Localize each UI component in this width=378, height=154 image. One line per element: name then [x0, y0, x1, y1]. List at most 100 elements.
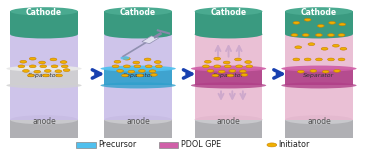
Text: PDOL GPE: PDOL GPE: [181, 140, 222, 149]
Circle shape: [28, 74, 34, 77]
Circle shape: [128, 70, 135, 73]
Circle shape: [229, 69, 236, 72]
Circle shape: [133, 61, 139, 64]
Text: anode: anode: [217, 117, 240, 126]
Circle shape: [310, 69, 317, 72]
Circle shape: [137, 74, 143, 77]
Circle shape: [304, 58, 311, 61]
FancyBboxPatch shape: [10, 69, 78, 85]
Polygon shape: [142, 36, 159, 44]
Circle shape: [297, 70, 304, 73]
Circle shape: [322, 70, 329, 73]
FancyBboxPatch shape: [104, 69, 172, 85]
Circle shape: [121, 56, 130, 60]
Circle shape: [321, 47, 328, 50]
Circle shape: [63, 69, 70, 71]
Text: anode: anode: [307, 117, 331, 126]
FancyBboxPatch shape: [10, 120, 78, 138]
Circle shape: [214, 65, 221, 68]
Ellipse shape: [101, 66, 176, 72]
Circle shape: [124, 65, 130, 68]
Circle shape: [316, 58, 322, 61]
Text: anode: anode: [32, 117, 56, 126]
Ellipse shape: [285, 115, 353, 124]
Text: Initiator: Initiator: [279, 140, 310, 149]
Circle shape: [207, 69, 214, 72]
Text: Cathode: Cathode: [211, 8, 246, 17]
Circle shape: [218, 70, 225, 73]
Text: Cathode: Cathode: [26, 8, 62, 17]
Circle shape: [223, 61, 230, 64]
Circle shape: [39, 61, 45, 64]
Circle shape: [333, 44, 339, 47]
Ellipse shape: [6, 82, 82, 88]
Circle shape: [245, 61, 251, 63]
Ellipse shape: [104, 7, 172, 16]
Circle shape: [225, 65, 231, 68]
Ellipse shape: [191, 82, 266, 88]
Circle shape: [114, 60, 121, 63]
FancyBboxPatch shape: [195, 120, 262, 138]
Circle shape: [40, 65, 46, 68]
Ellipse shape: [104, 115, 172, 124]
Ellipse shape: [101, 82, 176, 88]
Ellipse shape: [195, 7, 262, 16]
Circle shape: [329, 21, 336, 24]
Ellipse shape: [195, 30, 262, 38]
Text: Precursor: Precursor: [99, 140, 137, 149]
Text: Separator: Separator: [122, 73, 154, 78]
Circle shape: [61, 65, 68, 68]
FancyBboxPatch shape: [195, 34, 262, 120]
Circle shape: [328, 58, 335, 61]
Ellipse shape: [191, 66, 266, 72]
Circle shape: [328, 34, 335, 36]
Circle shape: [29, 57, 36, 60]
Circle shape: [144, 58, 151, 61]
Circle shape: [34, 70, 40, 73]
Circle shape: [267, 143, 277, 147]
Circle shape: [236, 65, 242, 68]
Circle shape: [122, 74, 129, 77]
Circle shape: [134, 65, 141, 68]
Text: Separator: Separator: [213, 73, 244, 78]
Text: Separator: Separator: [303, 73, 335, 78]
Circle shape: [56, 74, 62, 77]
Circle shape: [235, 58, 241, 61]
Circle shape: [154, 61, 161, 63]
Circle shape: [155, 65, 162, 68]
FancyBboxPatch shape: [285, 69, 353, 85]
Circle shape: [60, 61, 67, 63]
Circle shape: [214, 57, 221, 60]
Circle shape: [50, 58, 57, 61]
Circle shape: [291, 34, 298, 36]
Circle shape: [55, 70, 62, 73]
Circle shape: [293, 21, 300, 24]
Circle shape: [240, 70, 246, 73]
Circle shape: [338, 34, 345, 36]
Circle shape: [295, 46, 302, 49]
Circle shape: [44, 69, 51, 72]
Ellipse shape: [281, 66, 356, 72]
Ellipse shape: [281, 82, 356, 88]
Circle shape: [145, 65, 152, 68]
Text: anode: anode: [126, 117, 150, 126]
Circle shape: [20, 60, 27, 63]
Circle shape: [42, 74, 49, 77]
Circle shape: [18, 65, 25, 68]
Circle shape: [117, 69, 124, 72]
Circle shape: [204, 60, 211, 63]
Ellipse shape: [10, 115, 78, 124]
FancyBboxPatch shape: [10, 34, 78, 120]
Circle shape: [149, 70, 156, 73]
Text: Cathode: Cathode: [120, 8, 156, 17]
FancyBboxPatch shape: [285, 120, 353, 138]
FancyBboxPatch shape: [285, 34, 353, 120]
Circle shape: [150, 73, 157, 76]
Circle shape: [138, 69, 145, 72]
Circle shape: [338, 58, 345, 61]
Ellipse shape: [6, 66, 82, 72]
FancyBboxPatch shape: [195, 11, 262, 34]
Ellipse shape: [195, 115, 262, 124]
FancyBboxPatch shape: [104, 34, 172, 120]
Circle shape: [23, 69, 29, 72]
